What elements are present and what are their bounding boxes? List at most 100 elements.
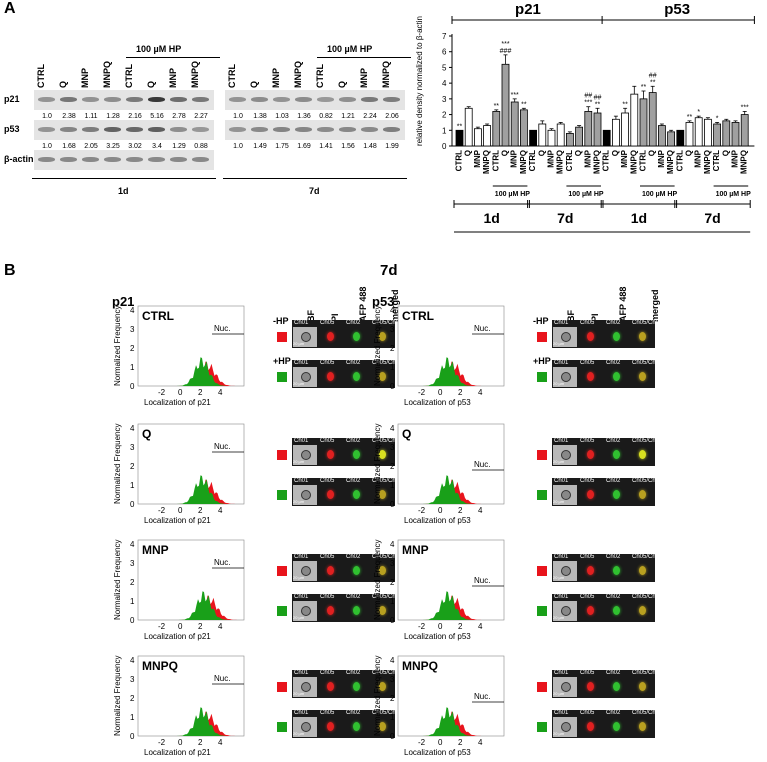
cell-channel-header: Ch05/Ch02 — [632, 320, 663, 326]
fluorescent-cell — [639, 490, 646, 499]
blot-lane-label: MNPQ — [190, 61, 200, 88]
scale-label: 20 µm — [553, 575, 565, 580]
chart-x-tick-label: CTRL — [602, 150, 611, 171]
blot-band — [82, 157, 99, 162]
hist-x-tick: 2 — [458, 506, 463, 515]
cell-channel-header: Ch01 — [294, 710, 309, 716]
fluorescent-cell — [327, 566, 334, 575]
minus-hp-swatch — [277, 332, 287, 342]
scale-label: 20 µm — [553, 499, 565, 504]
hist-y-tick: 4 — [130, 306, 135, 315]
hist-x-tick: 4 — [478, 388, 483, 397]
chart-x-tick-label: MNPQ — [556, 150, 565, 174]
cell-channel-header: Ch02 — [346, 670, 361, 676]
blot-value: 1.28 — [106, 113, 120, 120]
blot-band — [104, 127, 121, 132]
bf-cell — [301, 682, 311, 692]
fluorescent-cell — [379, 606, 386, 615]
blot-band — [229, 97, 246, 102]
hist-y-label: Normalized Frequency — [373, 424, 382, 504]
localization-histogram: Q 0 1 2 3 4 -2 0 2 4 Localization of p53 Normalized… — [373, 424, 505, 525]
blot-band — [192, 157, 209, 162]
plus-hp-swatch — [277, 722, 287, 732]
hist-x-tick: -2 — [418, 506, 426, 515]
plus-hp-swatch — [277, 606, 287, 616]
blot-band — [295, 97, 312, 102]
hist-y-tick: 2 — [130, 462, 135, 471]
blot-band — [192, 97, 209, 102]
fluorescent-cell — [639, 606, 646, 615]
fluorescent-cell — [353, 450, 360, 459]
bf-cell — [301, 372, 311, 382]
hist-x-tick: 4 — [478, 622, 483, 631]
hist-x-label: Localization of p53 — [404, 748, 471, 757]
cell-channel-header: Ch05 — [320, 320, 335, 326]
cell-channel-header: Ch05 — [320, 478, 335, 484]
hist-x-tick: -2 — [418, 622, 426, 631]
blot-band — [295, 127, 312, 132]
cell-channel-header: Ch02 — [346, 320, 361, 326]
blot-lane-label: CTRL — [315, 64, 325, 88]
blot-band — [126, 127, 143, 132]
chart-x-tick-label: CTRL — [712, 150, 721, 171]
hist-x-tick: 4 — [218, 622, 223, 631]
chart-x-tick-label: Q — [574, 150, 583, 156]
blot-value: 2.38 — [62, 113, 76, 120]
cell-channel-header: Ch02 — [606, 554, 621, 560]
hist-y-label: Normalized Frequency — [113, 540, 122, 620]
chart-day-label: 1d — [484, 210, 500, 226]
blot-lane-label: Q — [249, 80, 259, 88]
cell-channel-header: Ch05 — [320, 670, 335, 676]
nuc-label: Nuc. — [474, 460, 490, 469]
chart-x-tick-label: MNP — [547, 149, 556, 167]
hist-x-tick: -2 — [158, 506, 166, 515]
chart-annotation: ## — [649, 72, 657, 79]
chart-annotation: ## — [584, 93, 592, 100]
chart-hp-label: 100 µM HP — [642, 191, 677, 198]
hist-x-tick: -2 — [158, 388, 166, 397]
chart-annotation: ** — [595, 101, 601, 108]
blot-row-label: p53 — [4, 124, 20, 134]
localization-histogram: MNPQ 0 1 2 3 4 -2 0 2 4 Localization of p21 Normali… — [113, 656, 245, 757]
chart-y-tick-label: 5 — [442, 63, 447, 72]
blot-band — [38, 127, 55, 132]
hist-y-tick: 3 — [390, 559, 395, 568]
blot-lane-label: Q — [337, 80, 347, 88]
cell-channel-header: Ch01 — [294, 320, 309, 326]
cell-channel-header: Ch05/Ch02 — [632, 438, 663, 444]
hist-y-tick: 2 — [130, 344, 135, 353]
plus-hp-swatch — [537, 372, 547, 382]
hist-frame — [137, 423, 245, 505]
cell-channel-header: Ch05 — [580, 670, 595, 676]
chart-annotation: ** — [650, 79, 656, 86]
chart-x-tick-label: MNPQ — [703, 150, 712, 174]
blot-value: 1.68 — [62, 143, 76, 150]
hist-y-label: Normalized Frequency — [373, 656, 382, 736]
chart-annotation: *** — [501, 41, 509, 48]
cell-channel-header: Ch05/Ch02 — [632, 554, 663, 560]
blot-band — [148, 127, 165, 132]
blot-strip — [34, 120, 214, 140]
blot-band — [170, 157, 187, 162]
chart-annotation: ### — [500, 48, 512, 55]
bf-cell — [301, 722, 311, 732]
hist-x-tick: 2 — [458, 738, 463, 747]
chart-annotation: * — [716, 115, 719, 122]
blot-lane-label: MNP — [168, 68, 178, 88]
chart-hp-label: 100 µM HP — [716, 191, 751, 198]
blot-band — [170, 97, 187, 102]
hist-x-tick: -2 — [418, 738, 426, 747]
chart-bar — [648, 92, 657, 147]
chart-bar — [565, 133, 574, 147]
chart-annotation: *** — [741, 104, 749, 111]
blot-value: 1.56 — [341, 143, 355, 150]
chart-y-tick-label: 7 — [442, 32, 447, 41]
fluorescent-cell — [353, 372, 360, 381]
cell-channel-header: Ch05 — [320, 438, 335, 444]
blot-band — [361, 97, 378, 102]
hist-plus-hp — [418, 475, 478, 504]
hist-plus-hp — [418, 357, 478, 386]
fluorescent-cell — [353, 490, 360, 499]
hist-plus-hp — [418, 591, 478, 620]
hist-x-tick: 2 — [198, 738, 203, 747]
